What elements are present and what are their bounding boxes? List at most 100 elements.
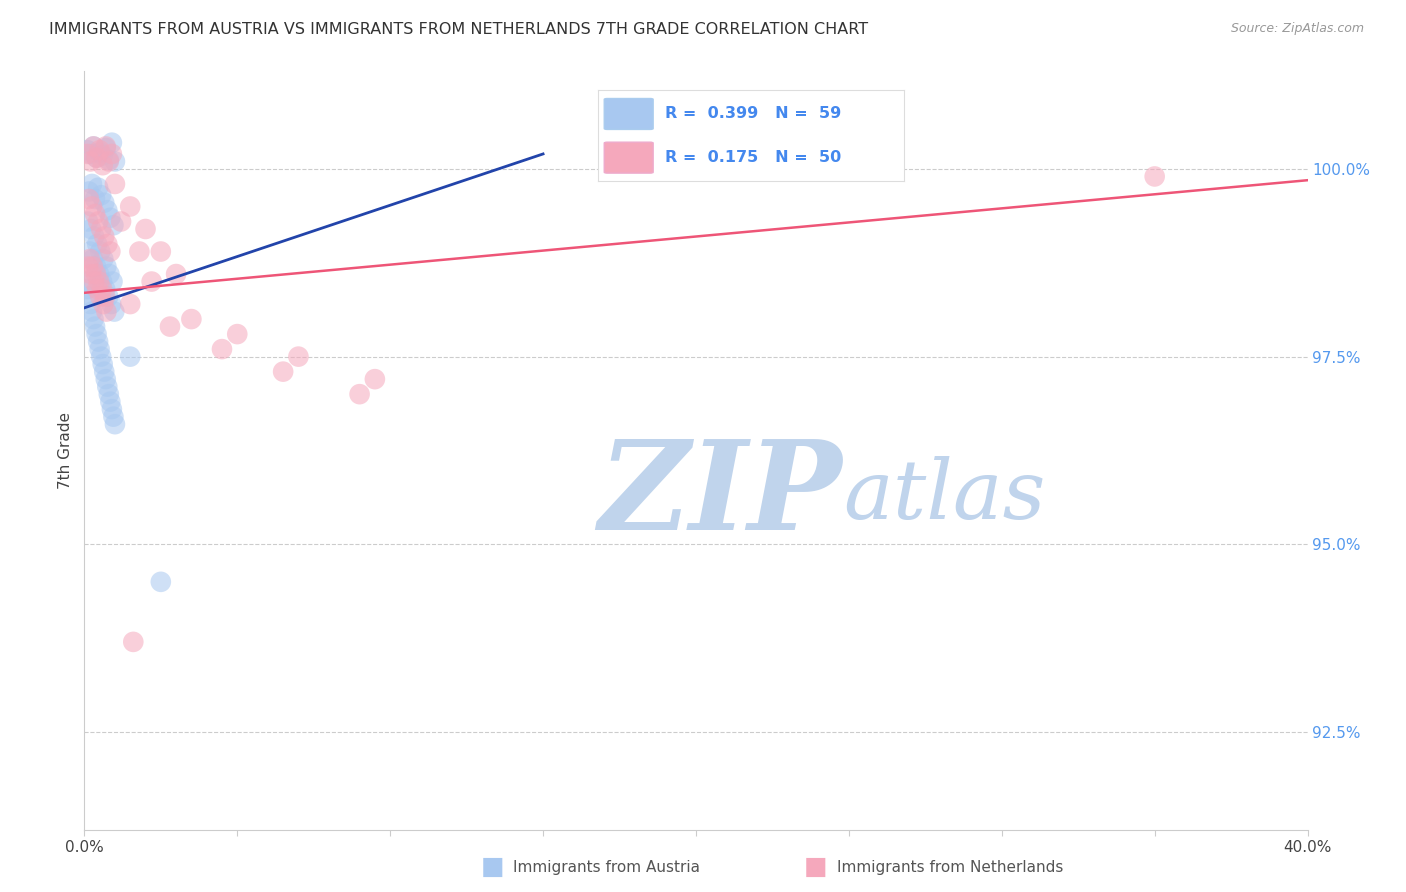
Point [91,148,114,162]
Point [84,319,107,334]
Point [94,282,117,296]
Point [79,147,101,161]
Point [149,244,172,259]
Point [141,275,163,289]
Text: ■: ■ [804,855,827,879]
Point [77,214,100,228]
Point [120,199,142,213]
Point [101,136,124,150]
Point [128,244,150,259]
Point [90,350,112,364]
Text: ■: ■ [481,855,503,879]
Point [82,260,104,274]
Point [101,275,124,289]
Point [159,319,181,334]
Point [86,237,108,252]
Point [97,289,120,303]
Point [211,342,233,356]
Point [77,260,100,274]
Point [110,214,132,228]
Point [86,327,108,342]
Point [80,177,103,191]
Point [101,147,124,161]
Point [87,334,110,349]
Point [97,387,120,401]
Point [120,297,142,311]
Point [104,177,127,191]
Point [84,192,107,206]
Text: atlas: atlas [842,456,1045,536]
Point [82,252,104,266]
Point [79,297,101,311]
Point [79,252,101,266]
Point [91,275,114,289]
Point [96,260,118,274]
Point [97,154,120,169]
Point [94,139,117,153]
Point [83,312,105,326]
Point [89,145,111,160]
Point [97,153,120,167]
Point [80,304,103,318]
Point [84,260,107,274]
Point [96,237,118,252]
Point [100,297,122,311]
Point [84,267,107,281]
Point [83,229,105,244]
Point [94,289,117,303]
Point [93,195,115,210]
Point [94,372,117,386]
Point [93,365,115,379]
Point [86,151,108,165]
Point [75,275,97,289]
Point [98,394,121,409]
Point [103,304,125,318]
Point [135,222,157,236]
Point [122,635,145,649]
Point [287,350,309,364]
Point [89,342,111,356]
Point [93,229,115,244]
Point [86,151,108,165]
Point [79,154,101,169]
Point [83,139,105,153]
Point [80,199,103,213]
Point [89,143,111,157]
Point [91,158,114,172]
Point [91,357,114,371]
Text: ZIP: ZIP [598,435,842,557]
Point [77,185,100,199]
Point [87,214,110,228]
Point [83,275,105,289]
Point [149,574,172,589]
Point [91,282,114,296]
Point [80,267,103,281]
Point [180,312,202,326]
Point [77,289,100,303]
Point [90,222,112,236]
Text: Immigrants from Austria: Immigrants from Austria [513,860,700,874]
Point [165,267,187,281]
Point [90,188,112,202]
Point [120,350,142,364]
Point [79,244,101,259]
Point [91,252,114,266]
Point [364,372,387,386]
Point [104,417,127,432]
Point [98,267,121,281]
Y-axis label: 7th Grade: 7th Grade [58,412,73,489]
Point [94,141,117,155]
Point [96,203,118,218]
Point [271,365,294,379]
Point [89,244,111,259]
Point [101,402,124,417]
Point [96,379,118,393]
Point [76,143,98,157]
Point [226,327,249,342]
Point [98,244,121,259]
Point [349,387,371,401]
Point [87,267,110,281]
Point [84,207,107,221]
Point [76,282,98,296]
Point [91,297,114,311]
